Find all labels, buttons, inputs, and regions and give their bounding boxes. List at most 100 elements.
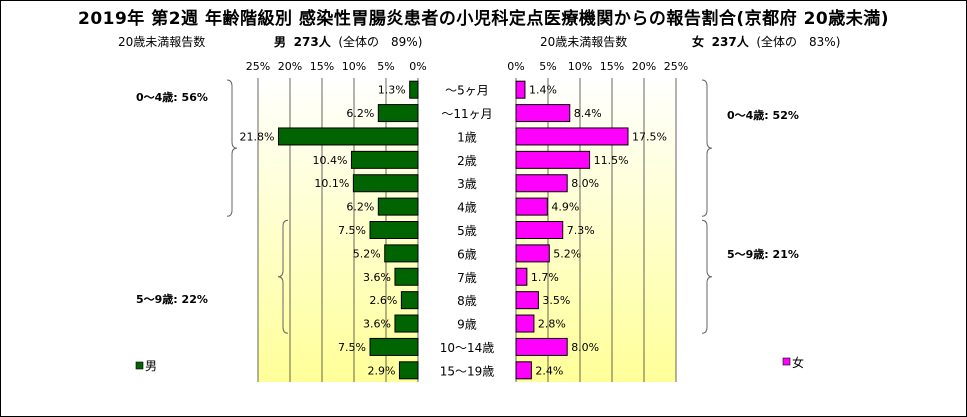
age-category-label: 8歳: [457, 294, 477, 308]
female-bar: [515, 221, 564, 239]
male-value-label: 2.9%: [367, 364, 395, 377]
chart-title: 2019年 第2週 年齢階級別 感染性胃腸炎患者の小児科定点医療機関からの報告割…: [77, 9, 889, 29]
male-5-9-annotation: 5～9歳: 22%: [136, 292, 208, 306]
male-bar: [384, 244, 419, 263]
female-value-label: 2.4%: [535, 364, 563, 377]
age-category-label: 6歳: [457, 247, 477, 261]
female-value-label: 4.9%: [551, 201, 579, 214]
male-value-label: 7.5%: [338, 224, 366, 237]
female-0-4-annotation: 0～4歳: 52%: [727, 108, 799, 122]
female-bar: [515, 127, 629, 146]
female-bar: [515, 104, 571, 123]
male-bar: [409, 80, 419, 99]
male-bar: [369, 337, 419, 356]
male-bar: [277, 127, 419, 146]
male-value-label: 6.2%: [346, 201, 374, 214]
female-bar: [515, 337, 568, 356]
male-bar: [398, 361, 419, 380]
age-category-label: ～11ヶ月: [441, 107, 492, 121]
female-value-label: 8.0%: [571, 177, 599, 190]
male-tick-label: 20%: [278, 60, 302, 73]
female-legend-label: 女: [792, 355, 804, 370]
female-bar: [515, 174, 568, 193]
male-value-label: 2.6%: [369, 294, 397, 307]
male-value-label: 3.6%: [363, 271, 391, 284]
female-tick-label: 10%: [568, 60, 592, 73]
female-value-label: 7.3%: [567, 224, 595, 237]
female-value-label: 8.0%: [571, 341, 599, 354]
female-value-label: 1.4%: [529, 84, 557, 97]
male-sex-label: 男: [274, 35, 287, 49]
female-legend-swatch: [782, 357, 791, 366]
male-value-label: 5.2%: [353, 247, 381, 260]
female-tick-label: 25%: [664, 60, 688, 73]
female-tick-label: 15%: [600, 60, 624, 73]
age-category-label: 10～14歳: [440, 341, 495, 355]
male-legend-swatch: [135, 361, 144, 370]
male-value-label: 21.8%: [240, 130, 275, 143]
male-bar: [377, 104, 419, 123]
age-category-label: 2歳: [457, 154, 477, 168]
female-bar: [515, 80, 526, 99]
male-caption: 20歳未満報告数: [118, 35, 206, 49]
male-tick-label: 25%: [246, 60, 270, 73]
male-bar: [352, 174, 419, 193]
male-legend-label: 男: [145, 359, 157, 373]
male-0-4-annotation: 0～4歳: 56%: [136, 90, 208, 104]
age-category-label: ～5ヶ月: [445, 84, 489, 98]
female-value-label: 17.5%: [632, 130, 667, 143]
male-header: 男 273人 (全体の 89%): [274, 33, 422, 50]
female-bar: [515, 267, 528, 286]
male-value-label: 6.2%: [346, 107, 374, 120]
male-bar: [394, 314, 419, 333]
male-bar: [394, 267, 419, 286]
age-category-label: 9歳: [457, 318, 477, 332]
female-5-9-annotation: 5～9歳: 21%: [727, 247, 799, 261]
female-5-9-brace: [701, 219, 713, 334]
male-tick-label: 10%: [342, 60, 366, 73]
male-tick-label: 15%: [310, 60, 334, 73]
female-value-label: 2.8%: [538, 318, 566, 331]
male-value-label: 10.1%: [314, 177, 349, 190]
female-value-label: 5.2%: [553, 247, 581, 260]
female-value-label: 1.7%: [531, 271, 559, 284]
female-bar: [515, 314, 535, 333]
male-share: (全体の 89%): [338, 35, 423, 49]
male-bar: [350, 150, 419, 169]
female-bar: [515, 197, 548, 216]
female-share: (全体の 83%): [756, 35, 841, 49]
female-value-label: 8.4%: [574, 107, 602, 120]
female-sex-label: 女: [692, 35, 705, 49]
female-tick-label: 0%: [507, 60, 524, 73]
age-category-label: 1歳: [457, 130, 477, 144]
age-category-label: 15～19歳: [440, 364, 495, 378]
female-count: 237人: [711, 35, 749, 49]
male-value-label: 1.3%: [378, 84, 406, 97]
male-0-4-brace: [226, 79, 238, 217]
age-category-label: 4歳: [457, 201, 477, 215]
female-tick-label: 5%: [539, 60, 556, 73]
male-bar: [400, 291, 419, 310]
female-0-4-brace: [701, 79, 713, 217]
female-header: 女 237人 (全体の 83%): [692, 33, 840, 50]
male-count: 273人: [293, 35, 331, 49]
female-value-label: 3.5%: [542, 294, 570, 307]
female-bar: [515, 291, 539, 310]
male-value-label: 7.5%: [338, 341, 366, 354]
female-tick-label: 20%: [632, 60, 656, 73]
age-category-label: 7歳: [457, 271, 477, 285]
female-bar: [515, 361, 532, 380]
female-caption: 20歳未満報告数: [540, 35, 628, 49]
male-tick-label: 0%: [409, 60, 426, 73]
age-category-label: 3歳: [457, 177, 477, 191]
male-value-label: 10.4%: [312, 154, 347, 167]
male-5-9-brace: [277, 219, 289, 334]
age-category-label: 5歳: [457, 224, 477, 238]
male-tick-label: 5%: [377, 60, 394, 73]
female-bar: [515, 150, 591, 169]
male-bar: [369, 221, 419, 239]
female-value-label: 11.5%: [594, 154, 629, 167]
female-bar: [515, 244, 550, 263]
male-bar: [377, 197, 419, 216]
